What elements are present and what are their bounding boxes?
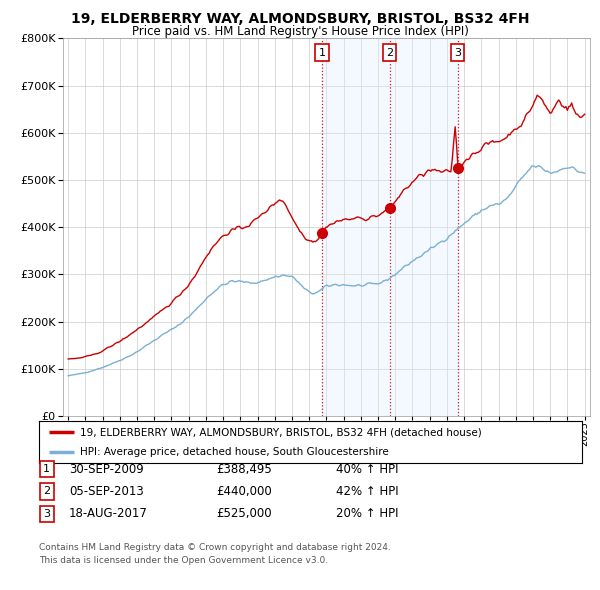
Text: 3: 3 bbox=[454, 48, 461, 57]
Text: 42% ↑ HPI: 42% ↑ HPI bbox=[336, 485, 398, 498]
Text: 20% ↑ HPI: 20% ↑ HPI bbox=[336, 507, 398, 520]
Text: £388,495: £388,495 bbox=[216, 463, 272, 476]
Bar bbox=[322, 38, 458, 416]
Text: 3: 3 bbox=[43, 509, 50, 519]
Text: HPI: Average price, detached house, South Gloucestershire: HPI: Average price, detached house, Sout… bbox=[80, 447, 388, 457]
Text: 18-AUG-2017: 18-AUG-2017 bbox=[69, 507, 148, 520]
Text: 1: 1 bbox=[319, 48, 326, 57]
Text: 1: 1 bbox=[43, 464, 50, 474]
Text: Price paid vs. HM Land Registry's House Price Index (HPI): Price paid vs. HM Land Registry's House … bbox=[131, 25, 469, 38]
Text: 2: 2 bbox=[43, 487, 50, 496]
Text: £440,000: £440,000 bbox=[216, 485, 272, 498]
Text: 05-SEP-2013: 05-SEP-2013 bbox=[69, 485, 144, 498]
Text: Contains HM Land Registry data © Crown copyright and database right 2024.: Contains HM Land Registry data © Crown c… bbox=[39, 543, 391, 552]
Text: 2: 2 bbox=[386, 48, 393, 57]
Text: £525,000: £525,000 bbox=[216, 507, 272, 520]
Text: 30-SEP-2009: 30-SEP-2009 bbox=[69, 463, 144, 476]
Text: 19, ELDERBERRY WAY, ALMONDSBURY, BRISTOL, BS32 4FH (detached house): 19, ELDERBERRY WAY, ALMONDSBURY, BRISTOL… bbox=[80, 427, 481, 437]
Text: This data is licensed under the Open Government Licence v3.0.: This data is licensed under the Open Gov… bbox=[39, 556, 328, 565]
Text: 19, ELDERBERRY WAY, ALMONDSBURY, BRISTOL, BS32 4FH: 19, ELDERBERRY WAY, ALMONDSBURY, BRISTOL… bbox=[71, 12, 529, 27]
Text: 40% ↑ HPI: 40% ↑ HPI bbox=[336, 463, 398, 476]
